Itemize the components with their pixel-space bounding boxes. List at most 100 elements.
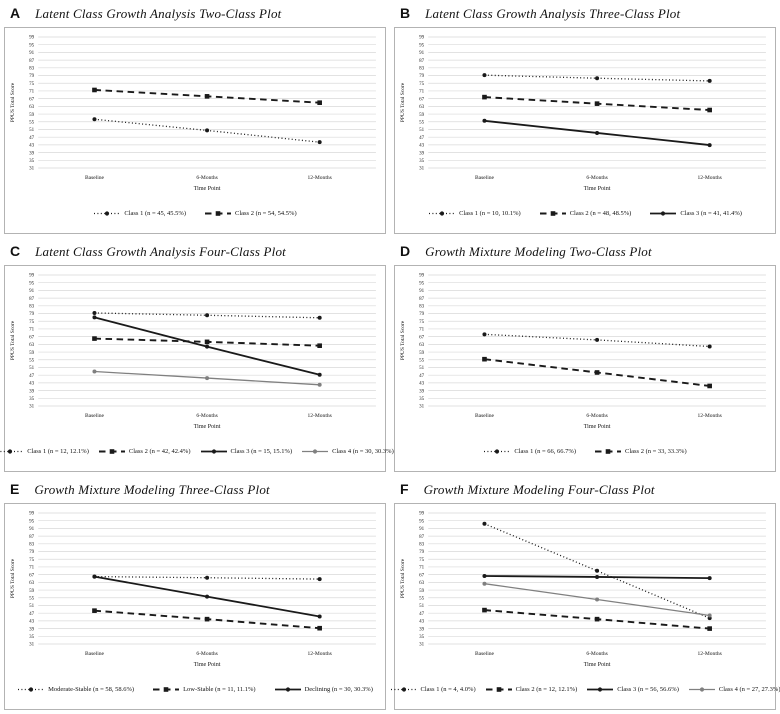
- legend-key-icon: [18, 686, 45, 692]
- legend-key-icon: [539, 210, 566, 216]
- panel-c-legend: Class 1 (n = 12, 12.1%) Class 2 (n = 42, …: [0, 438, 394, 464]
- circle-marker-icon: [482, 581, 487, 586]
- x-tick-label: 12-Months: [308, 651, 332, 657]
- panel-e-chart-box: 99 95 91 87 83 79 75 71 67 63 59 55 51 47 43 39 35 31 PPUS…: [4, 503, 386, 710]
- svg-text:43: 43: [419, 144, 425, 149]
- svg-text:99: 99: [29, 274, 35, 279]
- axis-labels: PPUS Total Score Baseline 6-Months 12-Month…: [400, 558, 722, 668]
- circle-marker-icon: [205, 376, 210, 381]
- svg-text:91: 91: [419, 51, 425, 56]
- panel-b-header: B Latent Class Growth Analysis Three-Cla…: [394, 5, 776, 24]
- y-axis-label: PPUS Total Score: [400, 320, 406, 360]
- svg-text:35: 35: [419, 397, 425, 402]
- panel-a-title: Latent Class Growth Analysis Two-Class P…: [35, 6, 282, 21]
- svg-text:31: 31: [419, 167, 425, 172]
- svg-text:67: 67: [29, 573, 35, 578]
- svg-text:63: 63: [29, 105, 35, 110]
- svg-text:87: 87: [29, 59, 35, 64]
- svg-text:71: 71: [419, 566, 425, 571]
- legend-label: Class 2 (n = 42, 42.4%): [128, 447, 191, 455]
- svg-text:79: 79: [419, 312, 425, 317]
- legend-key-icon: [650, 210, 677, 216]
- circle-marker-icon: [482, 73, 487, 78]
- panel-c-chart-box: 99 95 91 87 83 79 75 71 67 63 59 55 51 47 43 39 35 31 PPUS…: [0, 265, 394, 472]
- svg-text:55: 55: [29, 596, 35, 601]
- svg-text:59: 59: [29, 351, 35, 356]
- y-tick-labels: 99 95 91 87 83 79 75 71 67 63 59 55 51 47 43 39 35 31: [29, 274, 35, 410]
- legend-label: Class 3 (n = 56, 56.6%): [617, 685, 679, 693]
- y-axis-label: PPUS Total Score: [400, 82, 406, 122]
- panel-d-chart-box: 99 95 91 87 83 79 75 71 67 63 59 55 51 47 43 39 35 31 PPUS…: [394, 265, 776, 472]
- legend-label: Class 2 (n = 33, 33.3%): [625, 447, 687, 455]
- panel-f-legend: Class 1 (n = 4, 4.0%) Class 2 (n = 12, 12…: [390, 676, 780, 702]
- svg-text:39: 39: [419, 389, 425, 394]
- svg-text:95: 95: [29, 43, 35, 48]
- x-tick-label: 12-Months: [308, 413, 332, 419]
- legend-label: Class 4 (n = 27, 27.3%): [718, 685, 780, 693]
- svg-text:63: 63: [419, 105, 425, 110]
- square-marker-icon: [594, 101, 600, 106]
- svg-text:95: 95: [419, 281, 425, 286]
- x-tick-label: 12-Months: [698, 413, 722, 419]
- square-marker-icon: [92, 336, 97, 341]
- svg-text:83: 83: [29, 67, 35, 72]
- x-tick-label: 6-Months: [196, 651, 217, 657]
- legend-item-a-2: Class 2 (n = 54, 54.5%): [204, 209, 297, 218]
- svg-text:43: 43: [29, 382, 35, 387]
- series-3: [92, 315, 322, 377]
- series-2: [92, 87, 322, 105]
- svg-text:47: 47: [419, 136, 425, 141]
- circle-marker-icon: [707, 613, 712, 618]
- svg-text:87: 87: [29, 535, 35, 540]
- svg-text:83: 83: [419, 67, 425, 72]
- circle-marker-icon: [317, 577, 322, 582]
- panel-c: C Latent Class Growth Analysis Four-Clas…: [0, 238, 394, 476]
- x-tick-label: 12-Months: [308, 175, 332, 181]
- legend-key-icon: [94, 210, 121, 216]
- panel-f-header: F Growth Mixture Modeling Four-Class Plo…: [394, 481, 776, 500]
- panel-d: D Growth Mixture Modeling Two-Class Plot…: [390, 238, 780, 476]
- circle-marker-icon: [595, 568, 600, 573]
- svg-text:91: 91: [29, 527, 35, 532]
- svg-text:91: 91: [29, 289, 35, 294]
- circle-marker-icon: [92, 315, 97, 320]
- panel-f-plot: 999591878379757167635955514743393531PPUS…: [400, 512, 766, 668]
- square-marker-icon: [707, 383, 712, 389]
- circle-marker-icon: [482, 521, 487, 526]
- panel-c-letter: C: [10, 243, 21, 259]
- legend-item-c-2: Class 2 (n = 42, 42.4%): [98, 447, 191, 456]
- svg-text:75: 75: [419, 320, 425, 325]
- panel-a-legend: Class 1 (n = 45, 45.5%) Class 2 (n = 54, …: [5, 200, 385, 226]
- legend-item-b-1: Class 1 (n = 10, 10.1%): [428, 209, 521, 218]
- legend-key-icon: [205, 210, 231, 216]
- legend-item-f-4: Class 4 (n = 27, 27.3%): [688, 685, 780, 694]
- square-marker-icon: [594, 370, 600, 375]
- square-marker-icon: [204, 339, 210, 345]
- svg-text:51: 51: [29, 604, 35, 609]
- panel-d-header: D Growth Mixture Modeling Two-Class Plot: [394, 243, 776, 262]
- gridlines: [428, 274, 766, 407]
- svg-text:35: 35: [29, 159, 35, 164]
- legend-label: Declining (n = 30, 30.3%): [304, 685, 373, 693]
- svg-text:83: 83: [29, 305, 35, 310]
- circle-marker-icon: [317, 315, 322, 320]
- legend-key-icon: [587, 686, 614, 692]
- legend-key-icon: [390, 686, 417, 692]
- svg-text:43: 43: [419, 382, 425, 387]
- panel-a-plot: 999591878379757167635955514743393531PPUS…: [10, 36, 376, 192]
- axis-labels: PPUS Total Score Baseline 6-Months 12-Month…: [10, 82, 332, 192]
- svg-text:75: 75: [419, 558, 425, 563]
- y-axis-label: PPUS Total Score: [400, 558, 406, 598]
- y-tick-labels: 99 95 91 87 83 79 75 71 67 63 59 55 51 47 43 39 35 31: [419, 512, 425, 648]
- svg-text:39: 39: [29, 627, 35, 632]
- square-marker-icon: [317, 343, 322, 349]
- svg-text:95: 95: [29, 519, 35, 524]
- series-4: [482, 581, 712, 618]
- legend-item-e-1: Moderate-Stable (n = 58, 58.6%): [17, 685, 134, 694]
- svg-text:47: 47: [29, 612, 35, 617]
- series-1: [482, 73, 712, 83]
- svg-text:47: 47: [419, 612, 425, 617]
- circle-marker-icon: [317, 372, 322, 377]
- svg-text:51: 51: [419, 604, 425, 609]
- svg-text:39: 39: [419, 151, 425, 156]
